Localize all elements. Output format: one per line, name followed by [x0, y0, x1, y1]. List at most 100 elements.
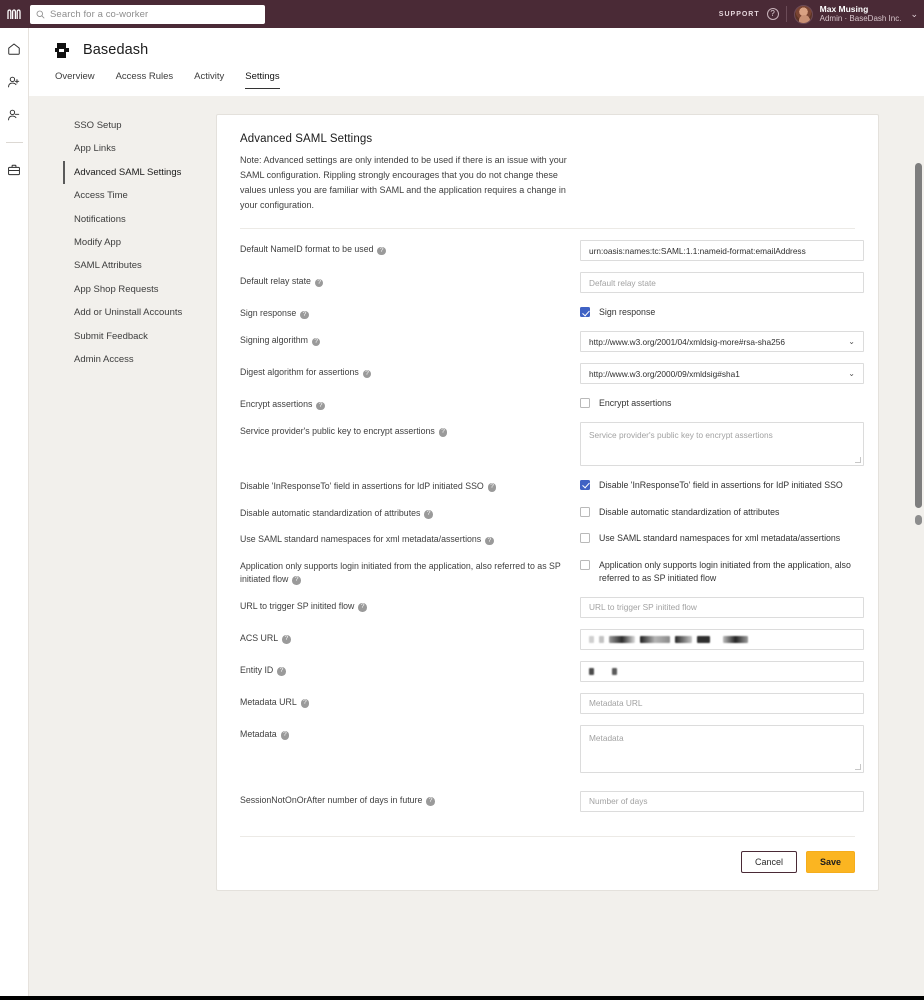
field-row-sp-flow-url: URL to trigger SP initited flow? URL to …	[240, 586, 864, 618]
field-row-metadata-url: Metadata URL? Metadata URL	[240, 682, 864, 714]
vertical-scrollbar-thumb-secondary[interactable]	[915, 515, 922, 525]
tab-settings[interactable]: Settings	[245, 71, 280, 89]
help-icon[interactable]: ?	[300, 699, 310, 708]
field-label-digest-algorithm: Digest algorithm for assertions?	[240, 363, 580, 379]
disable-standardization-checkbox[interactable]	[580, 506, 590, 517]
sp-public-key-textarea[interactable]: Service provider's public key to encrypt…	[580, 421, 864, 466]
help-icon[interactable]: ?	[362, 369, 372, 379]
chevron-down-icon[interactable]: ⌄	[910, 8, 918, 19]
field-label-sign-response: Sign response?	[240, 304, 580, 320]
sign-response-checkbox[interactable]	[580, 307, 590, 318]
help-icon[interactable]: ?	[377, 246, 386, 256]
help-icon[interactable]: ?	[426, 797, 435, 806]
divider	[240, 228, 855, 230]
redacted-value	[589, 630, 748, 649]
help-icon[interactable]: ?	[292, 576, 301, 585]
entity-id-input[interactable]	[580, 660, 864, 682]
vertical-scrollbar-thumb[interactable]	[915, 163, 922, 508]
app-title-row: Basedash	[55, 42, 924, 58]
avatar[interactable]	[793, 4, 813, 24]
save-button[interactable]: Save	[805, 850, 855, 873]
help-icon[interactable]: ?	[282, 635, 291, 644]
help-icon[interactable]: ?	[314, 278, 324, 288]
sign-response-checkbox-row[interactable]: Sign response	[580, 304, 655, 319]
home-icon[interactable]	[5, 40, 23, 58]
search-input[interactable]: Search for a co-worker	[30, 4, 265, 24]
disable-inresponseto-checkbox[interactable]	[580, 479, 590, 490]
encrypt-assertions-checkbox-row[interactable]: Encrypt assertions	[580, 395, 671, 410]
cancel-button[interactable]: Cancel	[740, 850, 797, 873]
chevron-down-icon: ⌄	[848, 369, 855, 379]
disable-inresponseto-checkbox-row[interactable]: Disable 'InResponseTo' field in assertio…	[580, 477, 843, 492]
field-label-session-days: SessionNotOnOrAfter number of days in fu…	[240, 791, 580, 807]
field-row-digest-algorithm: Digest algorithm for assertions? http://…	[240, 352, 864, 385]
field-label-acs-url: ACS URL?	[240, 629, 580, 645]
sidebar-item-add-or-uninstall-accounts[interactable]: Add or Uninstall Accounts	[74, 307, 183, 319]
field-label-entity-id: Entity ID?	[240, 661, 580, 677]
signing-algorithm-select[interactable]: http://www.w3.org/2001/04/xmldsig-more#r…	[580, 331, 864, 353]
question-circle-icon[interactable]: ?	[766, 8, 779, 20]
digest-algorithm-select[interactable]: http://www.w3.org/2000/09/xmldsig#sha1 ⌄	[580, 363, 864, 385]
help-icon[interactable]: ?	[316, 401, 325, 411]
sidebar-item-access-time[interactable]: Access Time	[74, 190, 128, 202]
divider	[240, 835, 855, 837]
sidebar-item-modify-app[interactable]: Modify App	[74, 236, 121, 248]
person-remove-icon[interactable]	[5, 106, 23, 124]
left-rail	[0, 28, 29, 996]
help-icon[interactable]: ?	[485, 536, 494, 546]
disable-standardization-checkbox-row[interactable]: Disable automatic standardization of att…	[580, 504, 779, 519]
briefcase-icon[interactable]	[5, 161, 23, 179]
saml-namespaces-checkbox[interactable]	[580, 533, 590, 544]
label-text: Default NameID format to be used	[240, 244, 374, 255]
help-icon[interactable]: ?	[277, 667, 286, 676]
sidebar-item-app-shop-requests[interactable]: App Shop Requests	[74, 283, 159, 295]
metadata-textarea[interactable]: Metadata	[580, 724, 864, 773]
help-icon[interactable]: ?	[311, 337, 321, 347]
support-link[interactable]: SUPPORT	[718, 10, 760, 18]
field-label-sp-flow-url: URL to trigger SP initited flow?	[240, 597, 580, 613]
help-icon[interactable]: ?	[487, 483, 497, 492]
saml-namespaces-checkbox-row[interactable]: Use SAML standard namespaces for xml met…	[580, 530, 840, 545]
disable-standardization-checkbox-label: Disable automatic standardization of att…	[599, 506, 780, 517]
label-text: Disable 'InResponseTo' field in assertio…	[240, 480, 484, 491]
rail-divider	[5, 142, 23, 143]
sidebar-item-app-links[interactable]: App Links	[74, 143, 116, 155]
signing-algorithm-value: http://www.w3.org/2001/04/xmldsig-more#r…	[589, 336, 785, 347]
saml-namespaces-checkbox-label: Use SAML standard namespaces for xml met…	[599, 533, 841, 544]
tab-overview[interactable]: Overview	[55, 71, 95, 82]
sp-initiated-only-checkbox-row[interactable]: Application only supports login initiate…	[580, 557, 855, 585]
label-text: ACS URL	[240, 632, 279, 643]
session-days-input[interactable]: Number of days	[580, 790, 864, 812]
field-label-disable-standardization: Disable automatic standardization of att…	[240, 504, 580, 520]
nameid-input[interactable]: urn:oasis:names:tc:SAML:1.1:nameid-forma…	[580, 240, 864, 262]
sidebar-item-submit-feedback[interactable]: Submit Feedback	[74, 330, 148, 342]
help-icon[interactable]: ?	[280, 731, 290, 740]
sidebar-item-sso-setup[interactable]: SSO Setup	[74, 120, 122, 131]
sp-initiated-only-checkbox[interactable]	[580, 560, 590, 571]
encrypt-assertions-checkbox[interactable]	[580, 398, 590, 409]
relay-state-input[interactable]: Default relay state	[580, 272, 864, 294]
sidebar-item-advanced-saml-settings[interactable]: Advanced SAML Settings	[63, 160, 209, 185]
tab-activity[interactable]: Activity	[194, 71, 225, 82]
metadata-url-input[interactable]: Metadata URL	[580, 692, 864, 714]
help-icon[interactable]: ?	[358, 603, 367, 612]
help-icon[interactable]: ?	[424, 510, 433, 519]
person-add-icon[interactable]	[5, 73, 23, 91]
sidebar-item-admin-access[interactable]: Admin Access	[74, 353, 134, 365]
tab-access-rules[interactable]: Access Rules	[115, 71, 174, 82]
bottom-strip	[0, 996, 924, 1000]
field-label-disable-inresponseto: Disable 'InResponseTo' field in assertio…	[240, 477, 580, 493]
rippling-logo-icon[interactable]	[0, 0, 28, 28]
acs-url-input[interactable]	[580, 628, 864, 650]
help-icon[interactable]: ?	[300, 310, 309, 320]
help-icon[interactable]: ?	[438, 428, 448, 437]
field-label-nameid: Default NameID format to be used?	[240, 240, 580, 256]
digest-algorithm-value: http://www.w3.org/2000/09/xmldsig#sha1	[589, 368, 740, 379]
sp-flow-url-input[interactable]: URL to trigger SP initited flow	[580, 596, 864, 618]
basedash-logo-icon	[55, 42, 70, 58]
encrypt-assertions-checkbox-label: Encrypt assertions	[599, 398, 672, 409]
topbar-right-group: SUPPORT ? Max Musing Admin · BaseDash In…	[719, 0, 924, 28]
sidebar-item-saml-attributes[interactable]: SAML Attributes	[74, 260, 142, 272]
sidebar-item-notifications[interactable]: Notifications	[74, 213, 126, 225]
user-info[interactable]: Max Musing Admin · BaseDash Inc.	[820, 4, 902, 23]
